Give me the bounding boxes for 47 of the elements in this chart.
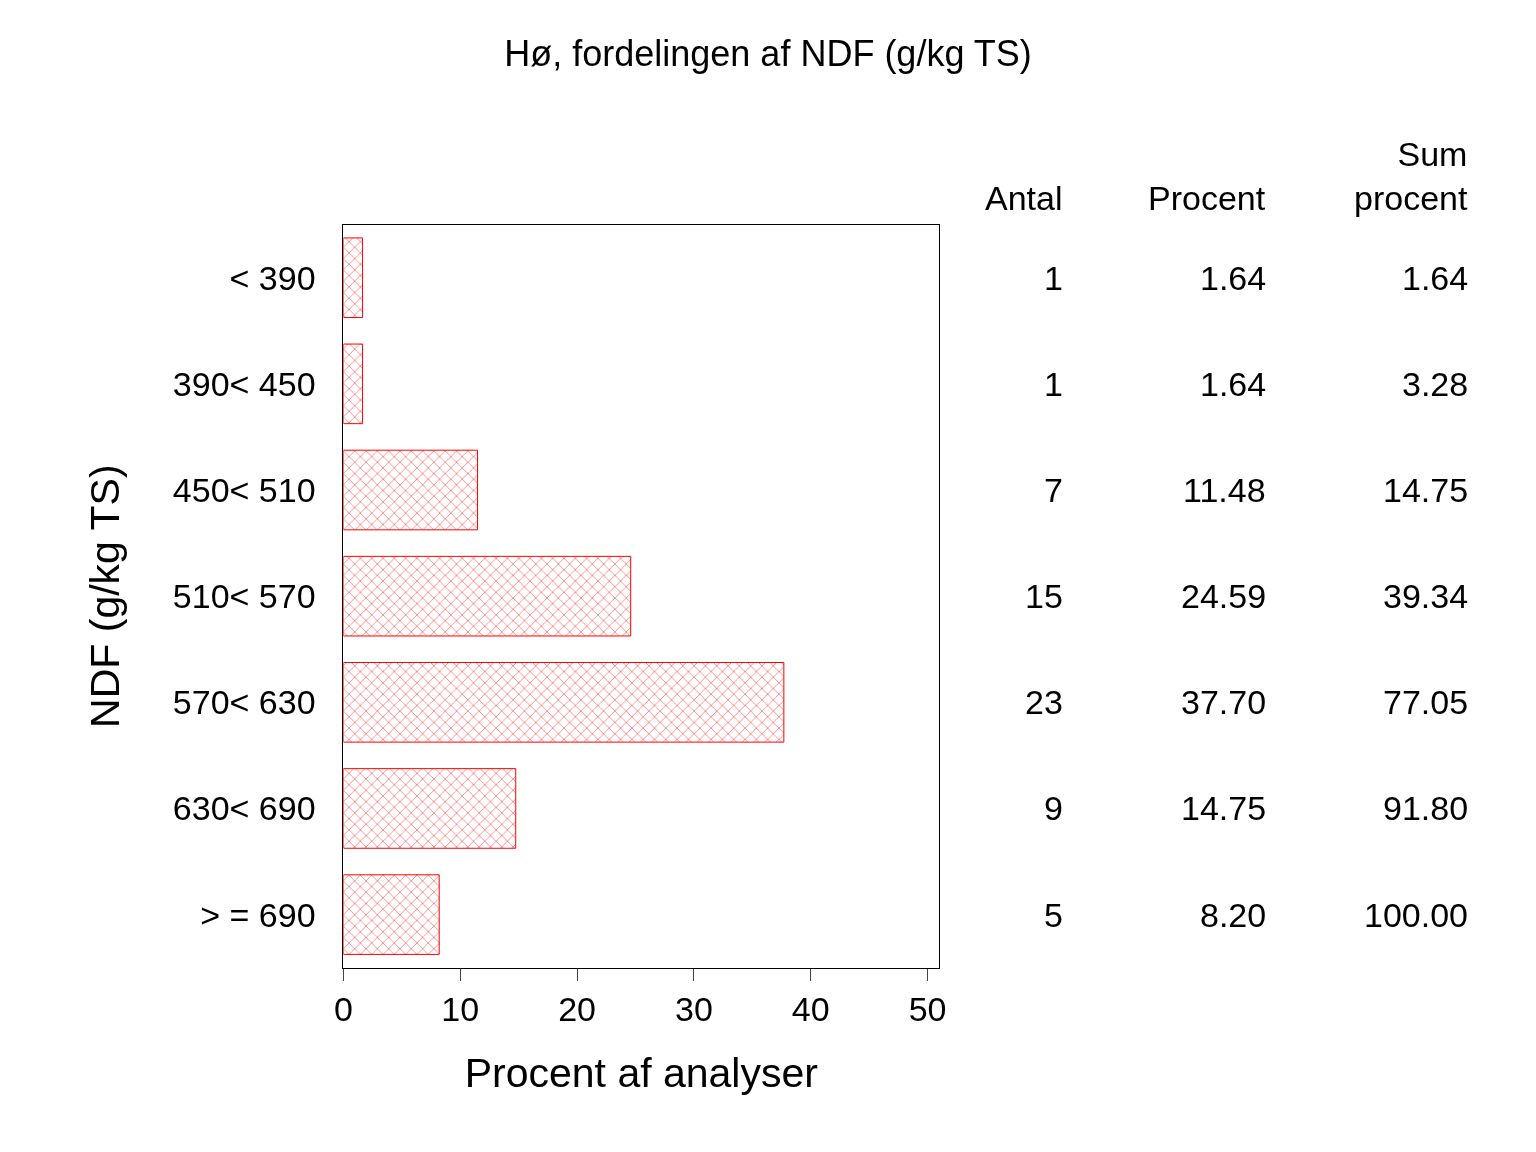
y-tick-label: 570< 630 <box>172 683 316 722</box>
bar <box>343 237 364 319</box>
text: 1 <box>1044 259 1063 297</box>
y-tick-label: > = 690 <box>200 895 316 934</box>
text: 11.48 <box>1183 471 1266 509</box>
bar <box>343 768 517 849</box>
text: 3.28 <box>1402 365 1469 403</box>
bar <box>343 874 440 955</box>
x-tick-label: 40 <box>791 990 830 1029</box>
text: 23 <box>1025 683 1063 721</box>
y-tick-label: 510< 570 <box>172 577 316 616</box>
text: 100.00 <box>1364 896 1468 934</box>
bar <box>343 662 785 743</box>
chart-title: Hø, fordelingen af NDF (g/kg TS) <box>504 32 1032 74</box>
text: 39.34 <box>1383 577 1469 615</box>
bar <box>343 449 479 531</box>
y-tick-label: 390< 450 <box>172 364 316 403</box>
category-label: Antal <box>985 179 1063 217</box>
x-tick-label: 50 <box>908 990 947 1029</box>
text: 1.64 <box>1200 259 1267 297</box>
x-axis-title: Procent af analyser <box>464 1049 818 1096</box>
bar <box>343 343 364 425</box>
bar <box>343 555 632 637</box>
x-tick-label: 10 <box>441 990 480 1029</box>
text: 91.80 <box>1383 789 1469 827</box>
text: 37.70 <box>1181 683 1267 721</box>
category-label: Procent <box>1148 179 1266 217</box>
text: 8.20 <box>1200 896 1267 934</box>
x-tick-label: 30 <box>674 990 713 1029</box>
x-tick-label: 0 <box>333 990 353 1029</box>
text: 9 <box>1044 789 1063 827</box>
x-tick-label: 20 <box>558 990 596 1029</box>
text: 77.05 <box>1383 683 1469 721</box>
y-axis-title: NDF (g/kg TS) <box>81 464 128 728</box>
text: 15 <box>1025 577 1063 615</box>
text: 14.75 <box>1383 471 1469 509</box>
text: 1.64 <box>1200 365 1267 403</box>
y-tick-label: 450< 510 <box>172 470 316 509</box>
text: 5 <box>1044 896 1063 934</box>
text: 7 <box>1044 471 1063 509</box>
text: 1 <box>1044 365 1063 403</box>
category-label: Sum procent <box>1354 135 1468 218</box>
text: 1.64 <box>1402 259 1469 297</box>
y-tick-label: 630< 690 <box>172 789 316 828</box>
y-tick-label: < 390 <box>229 258 316 297</box>
text: 14.75 <box>1181 789 1267 827</box>
text: 24.59 <box>1181 577 1267 615</box>
